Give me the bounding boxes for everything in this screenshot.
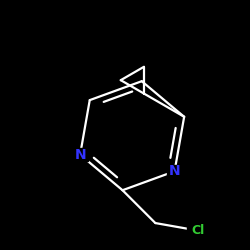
Text: Cl: Cl [191, 224, 204, 237]
Text: N: N [74, 148, 86, 162]
Bar [167, 165, 182, 178]
Bar [187, 224, 208, 237]
Text: N: N [169, 164, 180, 178]
Bar [72, 148, 88, 161]
